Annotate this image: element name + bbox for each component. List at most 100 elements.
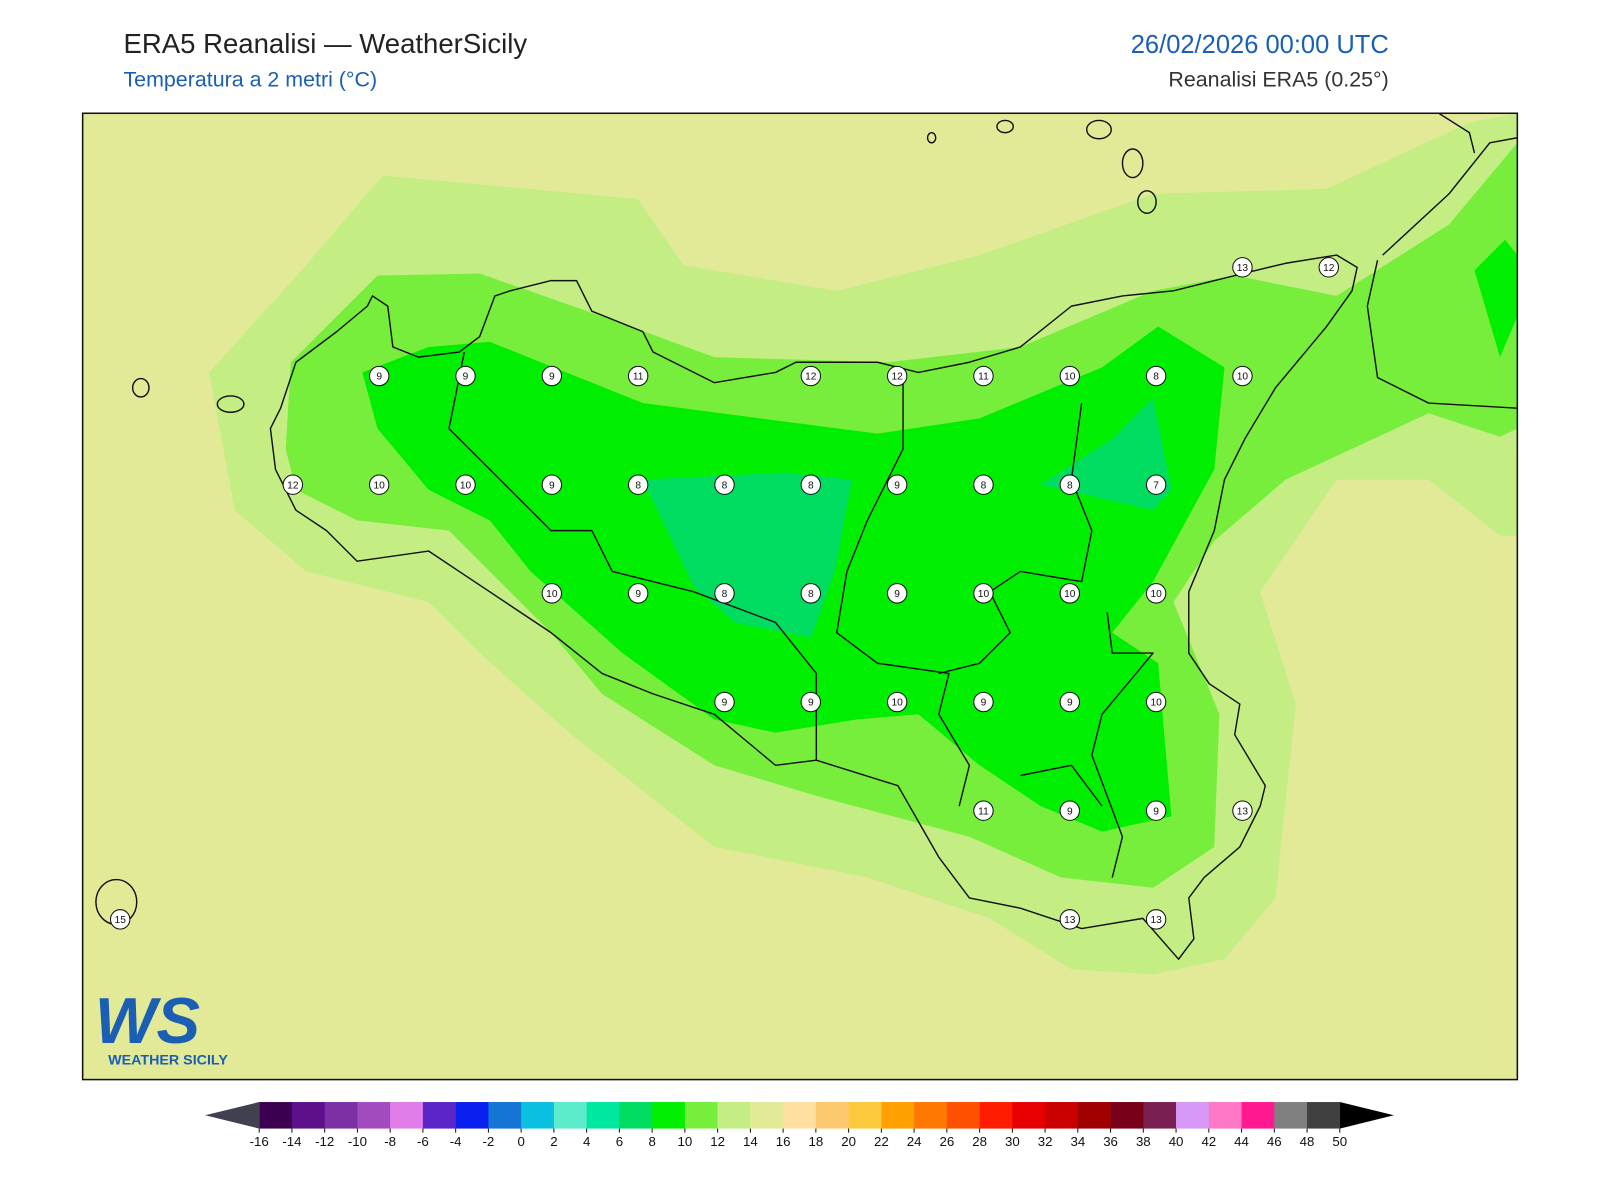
station-marker: [973, 583, 994, 604]
colorbar-bin: [946, 1102, 980, 1129]
station-value: 10: [978, 589, 990, 600]
colorbar-tick-label: 6: [616, 1134, 623, 1149]
station-value: 8: [808, 480, 814, 491]
colorbar-bin: [291, 1102, 325, 1129]
station-value: 10: [1150, 589, 1162, 600]
station-marker: [886, 365, 908, 387]
station-marker: [800, 583, 822, 604]
field-band: [1474, 239, 1518, 358]
station-value: 8: [981, 480, 987, 491]
island: [1137, 190, 1157, 214]
station-marker: [1232, 257, 1253, 278]
colorbar-tick-label: 12: [710, 1134, 725, 1149]
island: [131, 377, 150, 398]
colorbar-tick-label: -2: [483, 1134, 495, 1149]
station-marker: [1145, 583, 1167, 604]
station-value: 10: [374, 480, 386, 491]
logo: WS WEATHER SICILY: [95, 984, 228, 1068]
station-value: 9: [635, 589, 641, 600]
colorbar-tick-label: 8: [648, 1134, 655, 1149]
colorbar-bin: [1307, 1102, 1341, 1129]
colorbar-bin: [1143, 1102, 1177, 1129]
coastline: [269, 254, 1358, 960]
calabria-coast: [1366, 113, 1518, 409]
station-value: 8: [722, 480, 728, 491]
station-value: 10: [546, 589, 558, 600]
station-value: 9: [1067, 698, 1073, 709]
island: [996, 119, 1014, 134]
colorbar-bin: [521, 1102, 555, 1129]
colorbar-tick-label: -10: [348, 1134, 367, 1149]
colorbar-tick-label: 44: [1234, 1134, 1249, 1149]
logo-text: WS: [95, 984, 200, 1057]
station-marker: [627, 474, 649, 495]
island: [926, 131, 937, 144]
station-marker: [714, 474, 735, 495]
station-value: 9: [894, 589, 900, 600]
station-marker: [886, 691, 908, 713]
station-marker: [541, 583, 563, 604]
station-value: 13: [1237, 263, 1249, 274]
colorbar-bin: [815, 1102, 849, 1129]
station-marker: [455, 474, 476, 495]
station-marker: [368, 365, 390, 387]
station-value: 11: [978, 806, 989, 817]
station-value: 10: [1150, 698, 1162, 709]
island: [216, 395, 245, 413]
colorbar-tick-label: 40: [1169, 1134, 1184, 1149]
station-value: 8: [1153, 372, 1159, 383]
station-marker: [110, 909, 131, 930]
logo-caption: WEATHER SICILY: [108, 1052, 228, 1068]
colorbar-bin: [324, 1102, 358, 1129]
colorbar-tick-label: 0: [517, 1134, 524, 1149]
station-marker: [1318, 257, 1339, 278]
station-marker: [1145, 474, 1167, 495]
station-value: 12: [287, 480, 299, 491]
station-marker: [800, 474, 822, 495]
station-marker: [282, 474, 304, 495]
colorbar-bin: [783, 1102, 817, 1129]
station-marker: [1145, 365, 1167, 387]
station-marker: [627, 583, 649, 604]
station-value: 13: [1237, 806, 1249, 817]
station-marker: [973, 474, 994, 495]
station-marker: [800, 365, 822, 387]
station-value: 10: [460, 480, 472, 491]
colorbar-bin: [390, 1102, 424, 1129]
colorbar-tick-label: 28: [972, 1134, 987, 1149]
station-marker: [800, 691, 822, 713]
colorbar-tick-label: 24: [907, 1134, 922, 1149]
station-value: 8: [808, 589, 814, 600]
colorbar-bin: [848, 1102, 882, 1129]
station-value: 13: [1064, 915, 1076, 926]
station-marker: [455, 365, 476, 387]
station-value: 15: [115, 915, 127, 926]
colorbar-over: [1339, 1102, 1394, 1129]
subtitle: Temperatura a 2 metri (°C): [123, 68, 377, 92]
colorbar-tick-label: 34: [1070, 1134, 1085, 1149]
station-marker: [627, 365, 649, 387]
station-value: 11: [978, 372, 989, 383]
station-marker: [1232, 800, 1253, 821]
station-value: 10: [891, 698, 903, 709]
colorbar-tick-label: 50: [1332, 1134, 1347, 1149]
station-value: 9: [376, 372, 382, 383]
colorbar-tick-label: 48: [1300, 1134, 1315, 1149]
station-value: 11: [633, 372, 644, 383]
station-value: 9: [549, 480, 555, 491]
station-marker: [886, 583, 908, 604]
colorbar-tick-label: -16: [250, 1134, 269, 1149]
station-value: 9: [1153, 806, 1159, 817]
island: [1121, 148, 1144, 179]
colorbar-tick-label: 38: [1136, 1134, 1151, 1149]
colorbar-bin: [881, 1102, 915, 1129]
colorbar-tick-label: 10: [678, 1134, 693, 1149]
colorbar-bin: [1274, 1102, 1308, 1129]
station-marker: [1059, 365, 1081, 387]
colorbar-bin: [914, 1102, 948, 1129]
province-border: [448, 351, 1154, 878]
colorbar-tick-label: -4: [450, 1134, 462, 1149]
station-marker: [541, 474, 563, 495]
station-value: 9: [463, 372, 469, 383]
